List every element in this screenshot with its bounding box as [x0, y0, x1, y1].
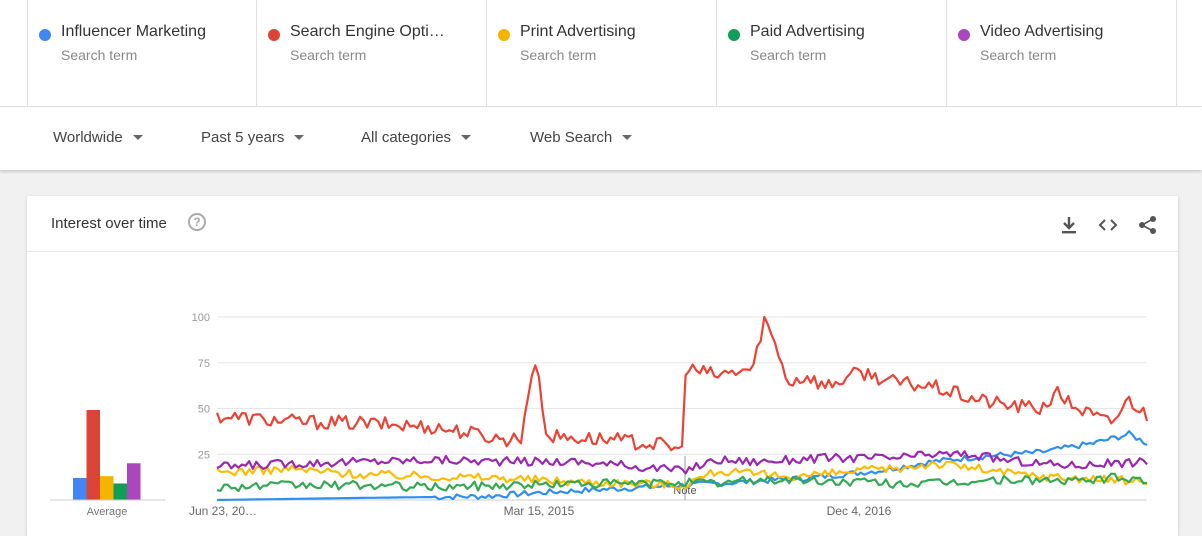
x-tick-label: Mar 15, 2015 [504, 504, 575, 518]
average-bar [113, 483, 127, 500]
interest-over-time-card: Interest over time ? 100 75 50 25 Jun 23, 20… [27, 196, 1178, 536]
search-type-label: Web Search [530, 129, 613, 146]
term-card-2[interactable]: Print Advertising Search term [487, 0, 717, 106]
term-color-dot [498, 29, 510, 41]
region-label: Worldwide [53, 129, 123, 146]
download-icon[interactable] [1058, 214, 1080, 236]
caret-down-icon [622, 135, 633, 140]
filter-bar: Worldwide Past 5 years All categories We… [0, 107, 1202, 170]
search-type-dropdown[interactable]: Web Search [530, 129, 633, 146]
card-title: Interest over time [51, 215, 167, 232]
average-bar [86, 410, 100, 500]
share-icon[interactable] [1137, 214, 1159, 236]
x-tick-label: Dec 4, 2016 [827, 504, 892, 518]
term-color-dot [39, 29, 51, 41]
search-terms-bar: Influencer Marketing Search term Search … [0, 0, 1202, 107]
region-dropdown[interactable]: Worldwide [53, 129, 143, 146]
term-type: Search term [980, 47, 1057, 63]
caret-down-icon [461, 135, 472, 140]
x-tick-label: Jun 23, 20… [189, 504, 257, 518]
term-name: Paid Advertising [750, 23, 865, 40]
y-tick-label: 25 [198, 449, 210, 461]
term-name: Search Engine Opti… [290, 23, 445, 40]
series-line [215, 315, 1149, 452]
series-line [216, 450, 1148, 475]
term-card-3[interactable]: Paid Advertising Search term [717, 0, 947, 106]
term-name: Influencer Marketing [61, 23, 206, 40]
y-tick-label: 50 [198, 404, 210, 416]
term-color-dot [958, 29, 970, 41]
term-color-dot [268, 29, 280, 41]
term-name: Print Advertising [520, 23, 636, 40]
category-dropdown[interactable]: All categories [361, 129, 472, 146]
series-line [216, 472, 1148, 493]
average-bar [100, 476, 114, 500]
series-line [216, 430, 1148, 502]
term-type: Search term [290, 47, 367, 63]
average-bar [127, 463, 141, 500]
term-name: Video Advertising [980, 23, 1104, 40]
caret-down-icon [294, 135, 305, 140]
term-card-4[interactable]: Video Advertising Search term [947, 0, 1177, 106]
embed-icon[interactable] [1097, 214, 1119, 236]
time-range-label: Past 5 years [201, 129, 285, 146]
term-card-0[interactable]: Influencer Marketing Search term [27, 0, 257, 106]
term-type: Search term [520, 47, 597, 63]
interest-chart: 100 75 50 25 Jun 23, 20… Mar 15, 2015 Dec 4, 2… [50, 312, 1149, 518]
caret-down-icon [132, 135, 143, 140]
term-card-1[interactable]: Search Engine Opti… Search term [257, 0, 487, 106]
y-tick-label: 75 [198, 358, 210, 370]
average-bar [73, 477, 87, 500]
average-label: Average [87, 506, 128, 518]
time-range-dropdown[interactable]: Past 5 years [201, 129, 305, 146]
card-header: Interest over time ? [27, 196, 1178, 252]
term-color-dot [728, 29, 740, 41]
y-tick-label: 100 [192, 312, 210, 324]
category-label: All categories [361, 129, 452, 146]
help-icon[interactable]: ? [188, 213, 206, 231]
term-type: Search term [750, 47, 827, 63]
term-type: Search term [61, 47, 138, 63]
